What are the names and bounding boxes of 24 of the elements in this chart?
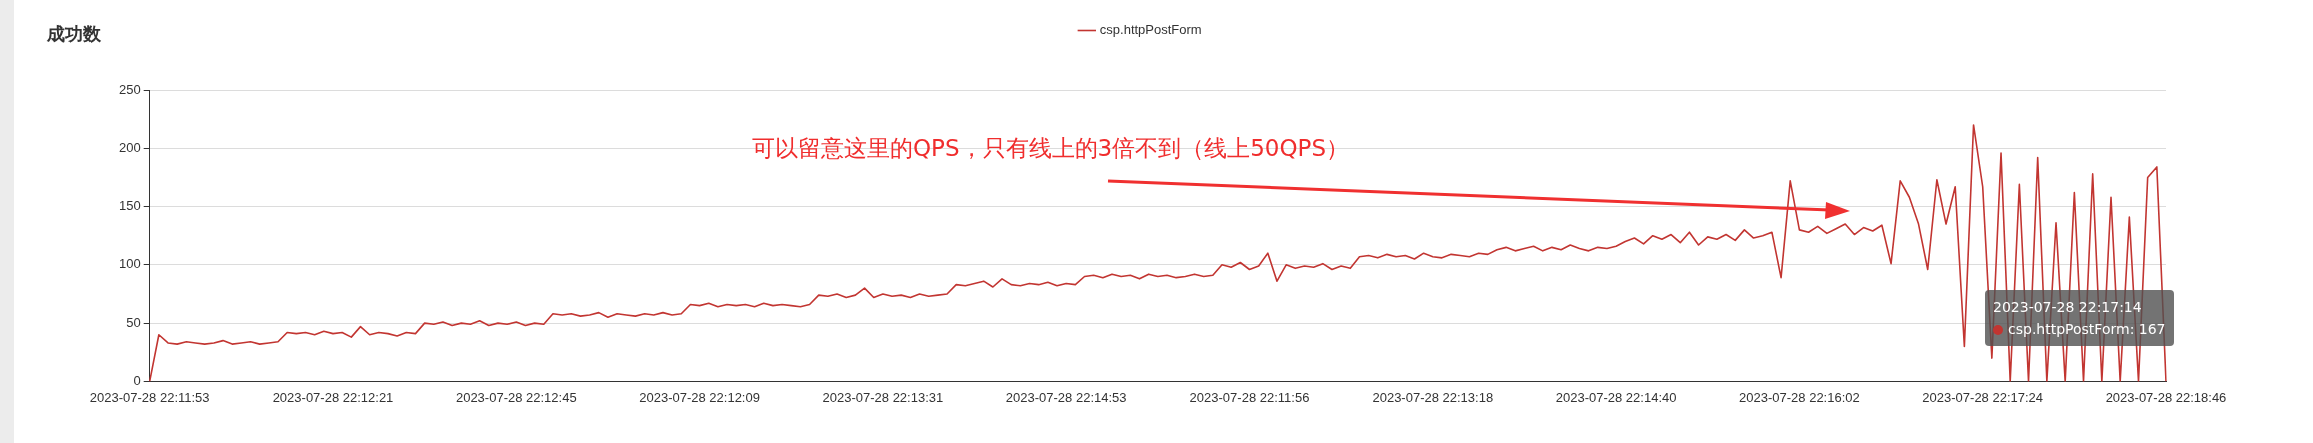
x-tick-label: 2023-07-28 22:12:09 bbox=[639, 389, 760, 405]
annotation: 2023-07-28 22:17:14 bbox=[1993, 298, 2143, 317]
legend-label: csp.httpPostForm bbox=[1099, 22, 1202, 38]
x-tick-label: 2023-07-28 22:14:40 bbox=[1555, 389, 1677, 405]
x-tick-label: 2023-07-28 22:17:24 bbox=[1922, 389, 2044, 405]
y-tick-label: 50 bbox=[126, 314, 141, 330]
x-tick-label: 2023-07-28 22:13:31 bbox=[822, 389, 944, 405]
x-tick-label: 2023-07-28 22:12:45 bbox=[455, 389, 577, 405]
x-tick-label: 2023-07-28 22:13:18 bbox=[1372, 389, 1494, 405]
y-tick-label: 200 bbox=[118, 139, 141, 155]
x-tick-label: 2023-07-28 22:12:21 bbox=[272, 389, 394, 405]
annotation: 可以留意这里的QPS，只有线上的3倍不到（线上50QPS） bbox=[752, 134, 1350, 163]
x-tick-label: 2023-07-28 22:11:53 bbox=[89, 389, 210, 405]
x-tick-label: 2023-07-28 22:18:46 bbox=[2105, 389, 2227, 405]
y-tick-label: 250 bbox=[118, 81, 141, 97]
annotation: csp.httpPostForm: 167 bbox=[2007, 320, 2166, 339]
x-tick-label: 2023-07-28 22:11:56 bbox=[1189, 389, 1310, 405]
x-tick-label: 2023-07-28 22:16:02 bbox=[1739, 389, 1860, 405]
chart-title: 成功数 bbox=[47, 22, 101, 46]
x-tick-label: 2023-07-28 22:14:53 bbox=[1005, 389, 1127, 405]
y-tick-label: 0 bbox=[133, 372, 141, 388]
y-tick-label: 150 bbox=[118, 198, 141, 214]
tooltip: 2023-07-28 22:17:14 csp.httpPostForm: 167 bbox=[1985, 290, 2174, 346]
y-tick-label: 100 bbox=[118, 256, 141, 272]
